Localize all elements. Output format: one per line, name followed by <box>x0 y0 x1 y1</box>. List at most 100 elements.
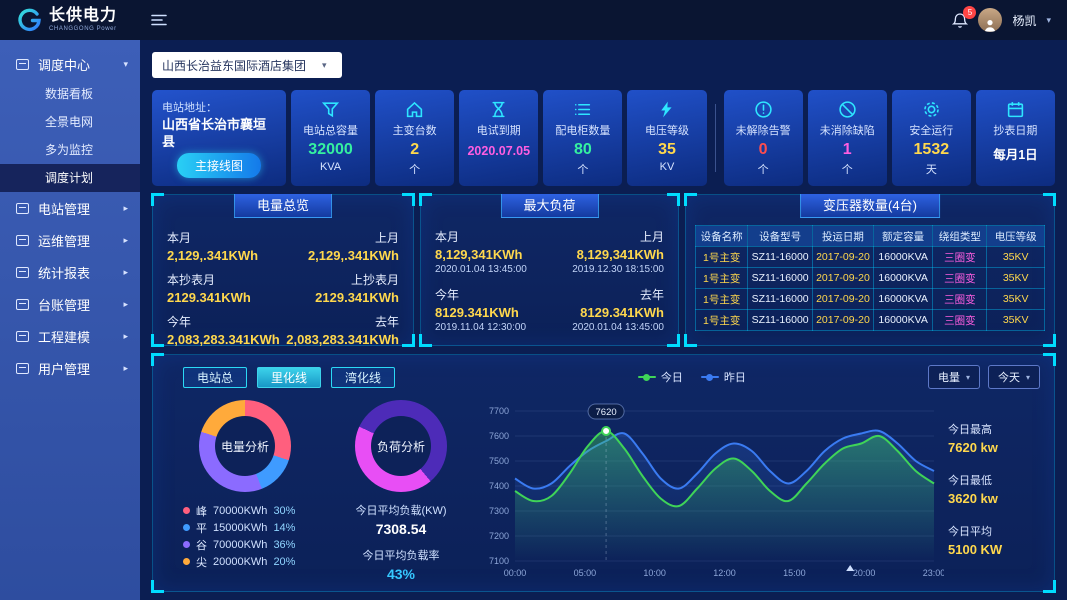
sidebar-item-panorama-grid[interactable]: 全景电网 <box>0 108 140 136</box>
max-load-cell: 今年 8129.341KWh 2019.11.04 12:30:00 <box>435 286 550 333</box>
user-name[interactable]: 杨凯 <box>1012 13 1037 28</box>
sidebar-item-reports[interactable]: 统计报表 ▸ <box>0 256 140 288</box>
sidebar-item-user-mgmt[interactable]: 用户管理 ▸ <box>0 352 140 384</box>
metric-value: 7308.54 <box>375 521 427 537</box>
cell: 2017-09-20 <box>811 246 874 268</box>
sidebar-item-label: 台账管理 <box>38 297 91 313</box>
sidebar-item-dispatch-center[interactable]: 调度中心 ▾ <box>0 48 140 80</box>
load-label: 今年 <box>435 288 460 302</box>
legend-yesterday[interactable]: 昨日 <box>700 369 746 385</box>
col-header: 绕组类型 <box>932 225 988 247</box>
energy-label: 上抄表月 <box>350 273 399 287</box>
cell: 三圈变 <box>932 309 988 331</box>
stat-card-unit: 个 <box>841 164 853 176</box>
stat-value: 3620 kw <box>948 491 998 506</box>
energy-analysis-donut[interactable]: 电量分析 <box>199 400 291 492</box>
legend-item[interactable]: 谷 70000KWh 36% <box>183 536 295 553</box>
energy-value: 2,129,.341KWh <box>307 248 399 263</box>
user-menu-caret-icon[interactable]: ▾ <box>1046 14 1051 25</box>
cell: 16000KVA <box>872 288 934 310</box>
load-value: 8129.341KWh <box>580 305 664 320</box>
stat-card-unit: 个 <box>409 164 421 176</box>
table-row: 1号主变 SZ11-16000 2017-09-20 16000KVA 三圈变 35KV <box>694 288 1045 310</box>
load-analysis-donut[interactable]: 负荷分析 <box>355 400 447 492</box>
tab-lihua-line[interactable]: 里化线 <box>257 366 321 388</box>
sidebar-item-station-mgmt[interactable]: 电站管理 ▸ <box>0 192 140 224</box>
brand-logo: 长供电力 CHANGGONG Power <box>16 7 117 33</box>
energy-row: 本抄表月 上抄表月 2129.341KWh 2129.341KWh <box>167 271 399 305</box>
energy-label: 今年 <box>167 315 192 329</box>
sidebar-item-label: 用户管理 <box>38 361 91 377</box>
stat-card-label: 电试到期 <box>476 125 521 137</box>
main-wiring-diagram-button[interactable]: 主接线图 <box>176 153 261 178</box>
cell: SZ11-16000 <box>747 267 813 289</box>
energy-analysis-block: 电量分析 峰 70000KWh 30% 平 15000KWh 14% 谷 70000KWh… <box>167 393 323 585</box>
table-row: 1号主变 SZ11-16000 2017-09-20 16000KVA 三圈变 35KV <box>694 267 1045 289</box>
load-value: 8,129,341KWh <box>576 247 664 262</box>
station-select[interactable]: 山西长治益东国际酒店集团 ▾ <box>152 52 342 78</box>
svg-text:7700: 7700 <box>489 406 509 416</box>
legend-value: 20000KWh <box>213 555 268 568</box>
donut-title: 负荷分析 <box>376 439 425 454</box>
cell: 35KV <box>986 246 1045 268</box>
stat-card-unit: 个 <box>757 164 769 176</box>
energy-value: 2129.341KWh <box>167 290 251 305</box>
stat-card-unit: 个 <box>577 164 589 176</box>
load-label: 上月 <box>639 230 664 244</box>
energy-row: 今年 去年 2,083,283.341KWh 2,083,283.341KWh <box>167 313 399 347</box>
stat-label: 今日平均 <box>948 526 992 538</box>
legend-today[interactable]: 今日 <box>637 369 683 385</box>
analysis-panel: 电站总 里化线 湾化线 今日 昨日 电量 ▾ 今天 ▾ <box>151 353 1056 593</box>
tab-wanhua-line[interactable]: 湾化线 <box>331 366 395 388</box>
svg-text:12:00: 12:00 <box>713 568 736 578</box>
sidebar-item-ledger-mgmt[interactable]: 台账管理 ▸ <box>0 288 140 320</box>
notification-bell[interactable]: 5 <box>952 5 977 29</box>
mid-panels-row: 电量总览 本月 上月 2,129,.341KWh 2,129,.341KWh 本抄表… <box>151 193 1056 347</box>
panel-title-transformers: 变压器数量(4台) <box>800 194 940 218</box>
brand-name: 长供电力 <box>49 7 118 24</box>
list-icon <box>573 99 592 119</box>
stat-card-value: 2020.07.05 <box>467 144 531 158</box>
transformer-table: 设备名称 设备型号 投运日期 额定容量 绕组类型 电压等级 1号主变 SZ11-1… <box>694 225 1045 331</box>
legend-item[interactable]: 平 15000KWh 14% <box>183 519 295 536</box>
energy-row: 本月 上月 2,129,.341KWh 2,129,.341KWh <box>167 229 399 263</box>
sidebar-item-ops-mgmt[interactable]: 运维管理 ▸ <box>0 224 140 256</box>
monitor-icon <box>16 58 29 70</box>
sidebar-sub-label: 全景电网 <box>45 115 94 129</box>
metric-value: 43% <box>386 566 416 582</box>
chevron-right-icon: ▸ <box>123 202 128 213</box>
cell: SZ11-16000 <box>747 309 813 331</box>
sidebar: 调度中心 ▾ 数据看板 全景电网 多为监控 调度计划 电站管理 ▸ 运维管理 ▸ 统… <box>0 40 140 600</box>
stat-card-label: 未消除缺陷 <box>819 125 875 137</box>
gear-icon <box>922 99 941 119</box>
address-label: 电站地址： <box>162 102 217 114</box>
cell: 16000KVA <box>872 267 934 289</box>
metric-select-value: 电量 <box>937 372 960 384</box>
col-header: 投运日期 <box>811 225 874 247</box>
cell: 1号主变 <box>694 309 749 331</box>
monitor-icon <box>16 266 29 278</box>
sidebar-item-multi-monitor[interactable]: 多为监控 <box>0 136 140 164</box>
legend-item[interactable]: 尖 20000KWh 20% <box>183 553 295 570</box>
stat-card-label: 电压等级 <box>644 125 689 137</box>
menu-collapse-icon[interactable] <box>151 14 167 26</box>
legend-name: 谷 <box>196 539 207 552</box>
avatar[interactable] <box>978 8 1003 32</box>
brand-subtitle: CHANGGONG Power <box>49 26 117 32</box>
metric-select[interactable]: 电量 ▾ <box>927 365 980 389</box>
sidebar-item-data-board[interactable]: 数据看板 <box>0 80 140 108</box>
sidebar-item-label: 电站管理 <box>38 201 91 217</box>
tab-station-total[interactable]: 电站总 <box>183 366 247 388</box>
legend-item[interactable]: 峰 70000KWh 30% <box>183 502 295 519</box>
sidebar-item-modeling[interactable]: 工程建模 ▸ <box>0 320 140 352</box>
sidebar-item-dispatch-plan[interactable]: 调度计划 <box>0 164 140 192</box>
station-address-card: 电站地址： 山西省长治市襄垣县 主接线图 <box>152 90 286 186</box>
load-line-chart[interactable]: 7100 7200 7300 7400 7500 7600 7700 00:00 05:00 10… <box>479 393 945 585</box>
load-rate-metric: 今日平均负载率 43% <box>363 547 440 582</box>
stat-today-min: 今日最低 3620 kw <box>948 472 1040 506</box>
range-select[interactable]: 今天 ▾ <box>987 365 1040 389</box>
cell: 三圈变 <box>932 267 988 289</box>
legend-label: 今日 <box>660 372 683 384</box>
topbar-right: 5 杨凯 ▾ <box>952 5 1051 32</box>
stat-card-unit: KVA <box>319 161 342 173</box>
